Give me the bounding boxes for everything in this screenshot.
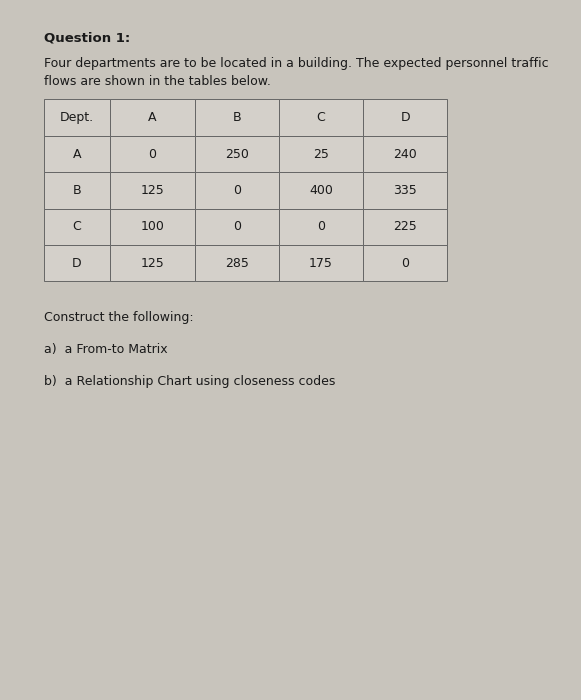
- Text: B: B: [73, 184, 81, 197]
- Text: Question 1:: Question 1:: [44, 32, 130, 45]
- Bar: [279, 136, 363, 172]
- Text: 125: 125: [141, 184, 164, 197]
- Bar: [195, 99, 279, 136]
- Bar: [363, 209, 447, 245]
- Text: a)  a From-to Matrix: a) a From-to Matrix: [44, 343, 167, 356]
- Bar: [279, 209, 363, 245]
- Text: 25: 25: [313, 148, 329, 160]
- Text: 250: 250: [225, 148, 249, 160]
- Bar: [195, 245, 279, 281]
- Bar: [44, 172, 110, 209]
- Text: 0: 0: [233, 184, 241, 197]
- Bar: [110, 172, 195, 209]
- Text: 175: 175: [309, 257, 333, 270]
- Bar: [44, 136, 110, 172]
- Text: flows are shown in the tables below.: flows are shown in the tables below.: [44, 75, 270, 88]
- Bar: [110, 136, 195, 172]
- Bar: [363, 172, 447, 209]
- Bar: [110, 209, 195, 245]
- Text: 0: 0: [401, 257, 409, 270]
- Text: Four departments are to be located in a building. The expected personnel traffic: Four departments are to be located in a …: [44, 57, 548, 71]
- Bar: [279, 245, 363, 281]
- Text: 125: 125: [141, 257, 164, 270]
- Bar: [44, 209, 110, 245]
- Text: C: C: [73, 220, 81, 233]
- Bar: [279, 172, 363, 209]
- Text: A: A: [73, 148, 81, 160]
- Text: 400: 400: [309, 184, 333, 197]
- Bar: [195, 209, 279, 245]
- Text: A: A: [148, 111, 157, 124]
- Text: 225: 225: [393, 220, 417, 233]
- Text: Dept.: Dept.: [60, 111, 94, 124]
- Bar: [279, 99, 363, 136]
- Bar: [363, 245, 447, 281]
- Text: D: D: [72, 257, 82, 270]
- Text: 0: 0: [317, 220, 325, 233]
- Bar: [363, 99, 447, 136]
- Text: 240: 240: [393, 148, 417, 160]
- Text: b)  a Relationship Chart using closeness codes: b) a Relationship Chart using closeness …: [44, 375, 335, 389]
- Bar: [110, 99, 195, 136]
- Text: Construct the following:: Construct the following:: [44, 312, 193, 325]
- Text: 0: 0: [149, 148, 156, 160]
- Text: 100: 100: [141, 220, 164, 233]
- Text: 0: 0: [233, 220, 241, 233]
- Text: 285: 285: [225, 257, 249, 270]
- Text: D: D: [400, 111, 410, 124]
- Bar: [44, 99, 110, 136]
- Bar: [363, 136, 447, 172]
- Bar: [44, 245, 110, 281]
- Text: C: C: [317, 111, 325, 124]
- Bar: [110, 245, 195, 281]
- Text: 335: 335: [393, 184, 417, 197]
- Text: B: B: [232, 111, 241, 124]
- Bar: [195, 172, 279, 209]
- Bar: [195, 136, 279, 172]
